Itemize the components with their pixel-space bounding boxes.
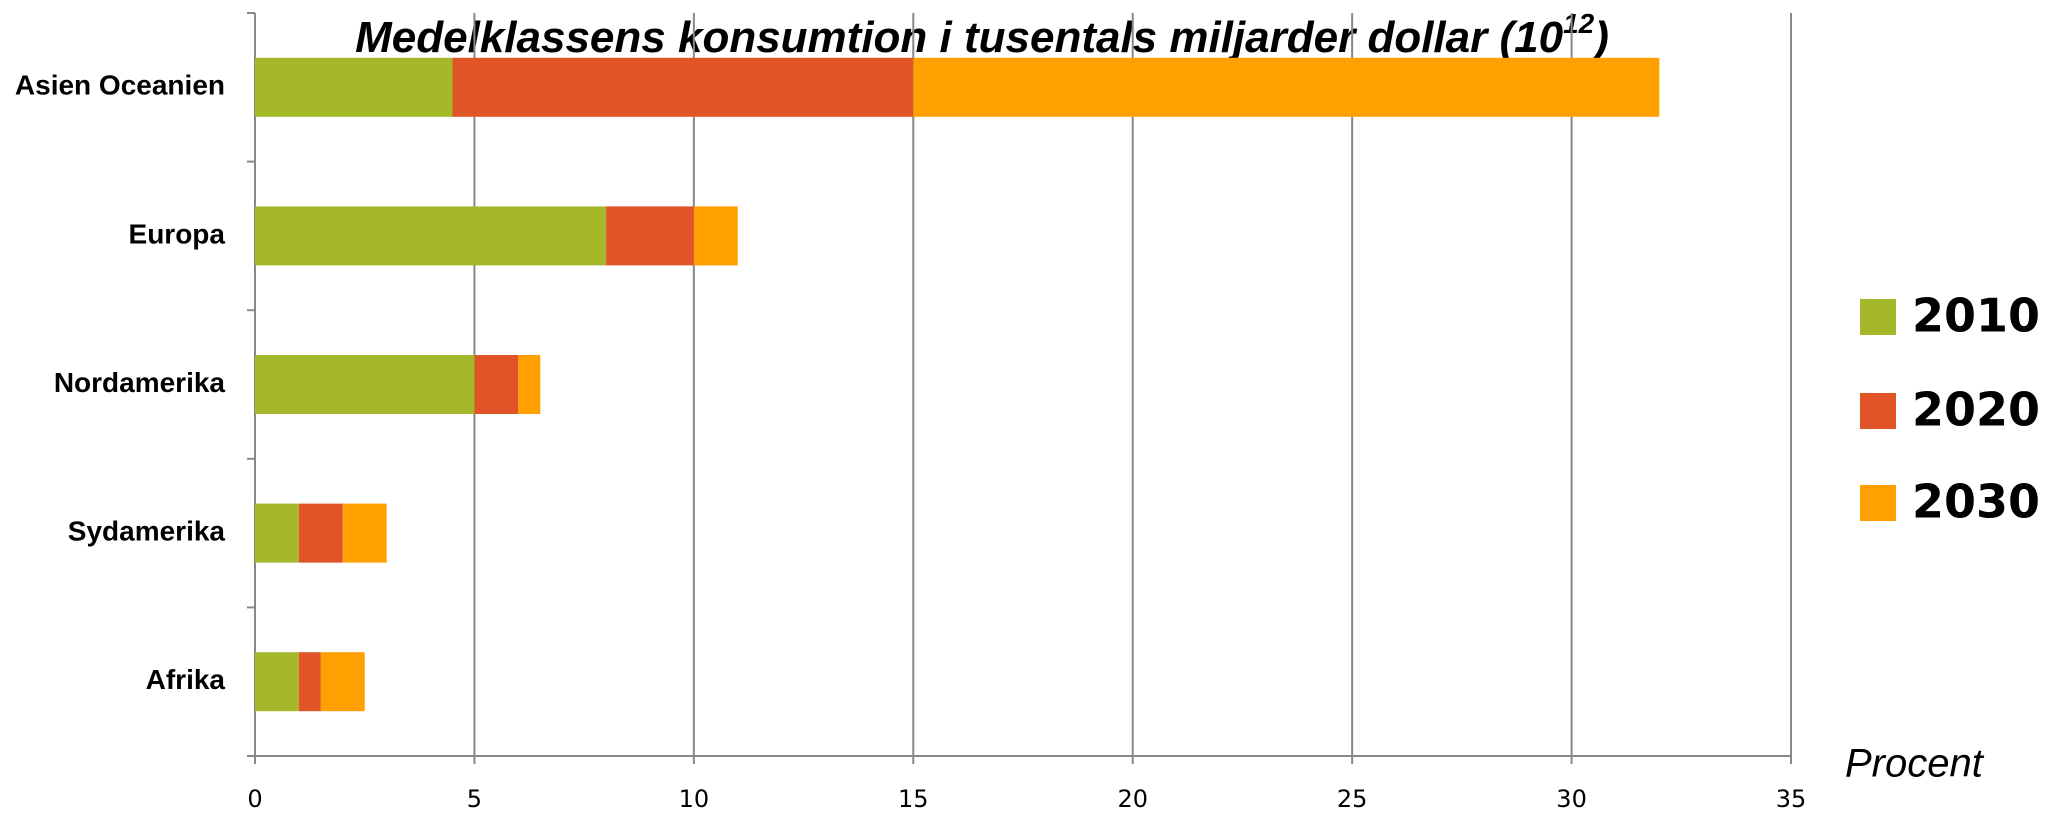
- x-tick-label: 0: [247, 785, 262, 813]
- bar-segment: [255, 57, 453, 117]
- x-tick-label: 5: [467, 785, 482, 813]
- x-tick-label: 25: [1337, 785, 1368, 813]
- bar-segment: [913, 57, 1660, 117]
- bar-segment: [518, 355, 541, 414]
- legend-label: 2010: [1912, 289, 2040, 343]
- legend-swatch: [1860, 299, 1896, 335]
- chart-title: Medelklassens konsumtion i tusentals mil…: [355, 8, 1609, 61]
- title-text: Medelklassens konsumtion i tusentals mil…: [355, 13, 1563, 62]
- title-text: ): [1590, 13, 1609, 62]
- title-superscript: 12: [1563, 8, 1595, 39]
- x-axis-label: Procent: [1845, 742, 1985, 786]
- legend-swatch: [1860, 393, 1896, 429]
- bar-segment: [452, 57, 914, 117]
- x-tick-label: 35: [1776, 785, 1807, 813]
- bar-segment: [298, 652, 321, 712]
- bar-segment: [320, 652, 365, 712]
- y-tick-label: Europa: [129, 218, 226, 249]
- y-tick-label: Nordamerika: [54, 367, 226, 398]
- y-tick-label: Sydamerika: [68, 515, 226, 546]
- legend-label: 2030: [1912, 475, 2040, 529]
- legend-label: 2020: [1912, 383, 2040, 437]
- x-tick-label: 10: [679, 785, 710, 813]
- bar-segment: [342, 503, 387, 563]
- bar-segment: [255, 355, 475, 414]
- x-tick-label: 15: [898, 785, 929, 813]
- x-tick-label: 30: [1556, 785, 1587, 813]
- legend-swatch: [1860, 485, 1896, 521]
- bar-segment: [606, 206, 694, 266]
- bar-segment: [255, 652, 299, 712]
- y-tick-label: Asien Oceanien: [15, 70, 225, 101]
- bar-segment: [255, 503, 299, 563]
- bar-segment: [298, 503, 343, 563]
- bar-segment: [474, 355, 519, 414]
- bar-segment: [255, 206, 607, 266]
- bar-segment: [693, 206, 738, 266]
- y-tick-label: Afrika: [146, 664, 226, 695]
- x-tick-label: 20: [1117, 785, 1148, 813]
